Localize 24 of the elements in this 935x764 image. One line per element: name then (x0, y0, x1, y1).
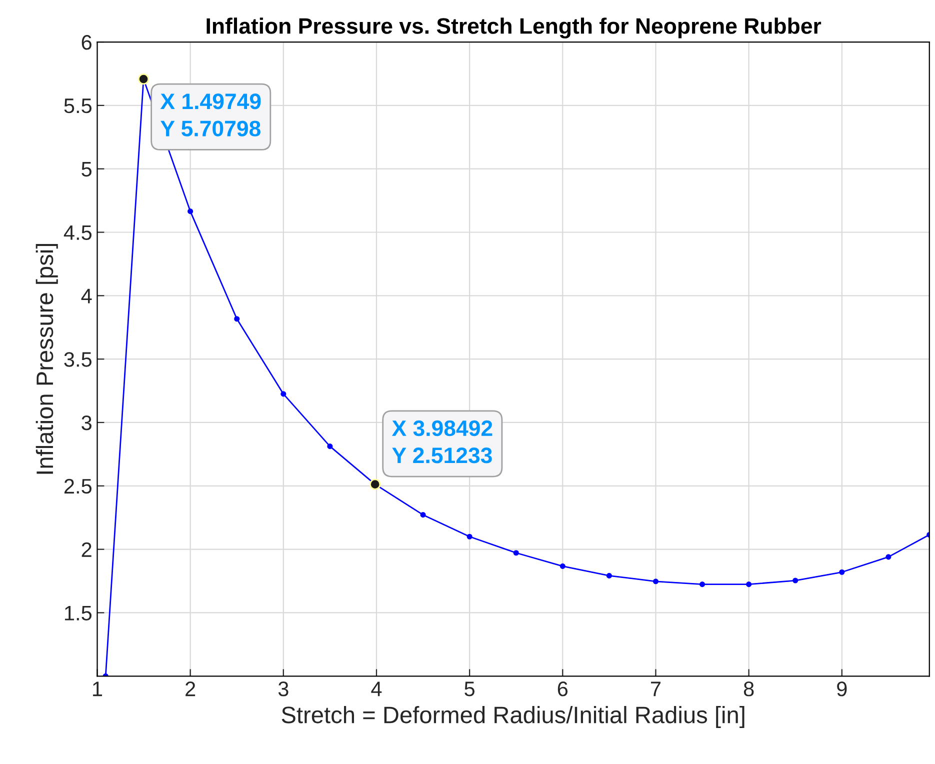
x-tick-label: 7 (651, 682, 660, 696)
x-axis-title: Stretch = Deformed Radius/Initial Radius [in] (282, 706, 744, 728)
y-tick-label: 5 (82, 162, 92, 177)
y-tick-label: 3.5 (64, 352, 92, 367)
y-axis-title: Inflation Pressure [psi] (36, 244, 58, 474)
x-tick-label: 3 (278, 682, 288, 696)
annotation: X 1.49749 Y 5.70798 (160, 94, 261, 136)
y-tick-label: 6 (82, 35, 92, 50)
y-tick-label: 2 (82, 542, 92, 557)
y-tick-label: 4.5 (64, 225, 92, 240)
x-tick-label: 1 (93, 682, 102, 696)
x-tick-label: 4 (371, 682, 382, 696)
x-tick-label: 8 (744, 682, 754, 696)
y-tick-label: 4 (81, 288, 92, 304)
x-tick-label: 9 (837, 682, 847, 696)
y-tick-label: 5.5 (64, 98, 92, 114)
x-tick-label: 2 (186, 682, 196, 696)
chart-title: Inflation Pressure vs. Stretch Length for Neoprene Rubber (206, 18, 822, 38)
x-tick-label: 5 (464, 682, 474, 696)
annotation: X 3.98492 Y 2.51233 (392, 420, 492, 464)
y-tick-label: 2.5 (64, 478, 92, 494)
y-tick-label: 1.5 (65, 606, 92, 620)
x-tick-label: 6 (558, 682, 568, 696)
y-tick-label: 3 (82, 415, 92, 430)
